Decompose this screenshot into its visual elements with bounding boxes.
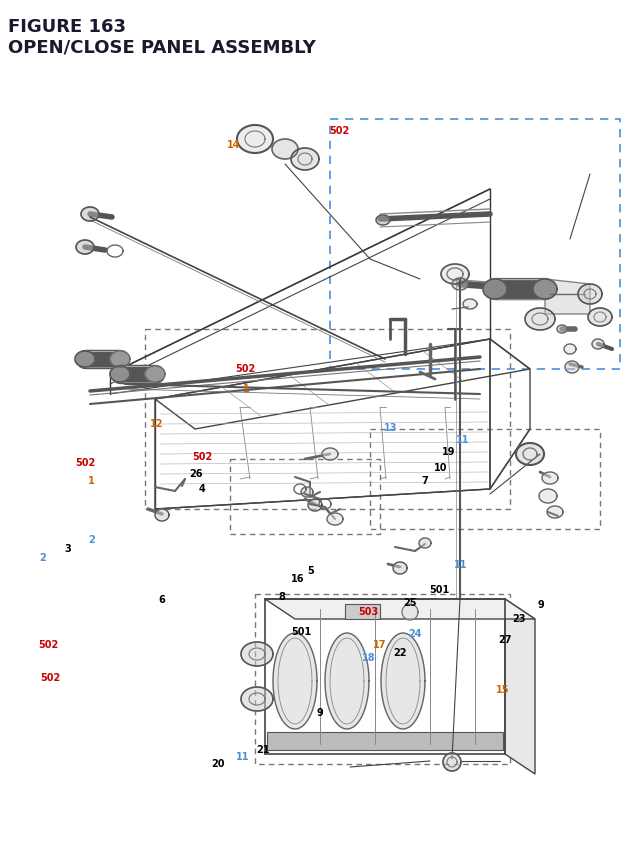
Polygon shape: [557, 325, 567, 333]
Bar: [267, 732, 503, 750]
Text: 23: 23: [512, 613, 525, 623]
Text: 3: 3: [64, 543, 71, 554]
Polygon shape: [327, 513, 343, 525]
Polygon shape: [564, 344, 576, 355]
Text: 1: 1: [243, 383, 250, 393]
Text: 15: 15: [496, 684, 509, 694]
Polygon shape: [273, 634, 317, 729]
Polygon shape: [381, 634, 425, 729]
Polygon shape: [322, 449, 338, 461]
Polygon shape: [545, 280, 590, 314]
Bar: [255, 594, 510, 764]
Text: 10: 10: [434, 462, 447, 473]
Polygon shape: [592, 339, 604, 350]
Polygon shape: [419, 538, 431, 548]
Text: 22: 22: [394, 647, 407, 658]
Polygon shape: [376, 216, 390, 226]
Polygon shape: [533, 280, 557, 300]
Text: 8: 8: [278, 591, 285, 601]
Bar: [345, 604, 380, 619]
Polygon shape: [291, 149, 319, 170]
Text: 503: 503: [358, 606, 379, 616]
Text: 2: 2: [88, 534, 95, 544]
Text: 11: 11: [236, 751, 249, 761]
Bar: [230, 460, 380, 535]
Polygon shape: [588, 308, 612, 326]
Text: 25: 25: [403, 598, 417, 608]
Text: 20: 20: [211, 758, 225, 768]
Text: 26: 26: [189, 468, 202, 479]
Bar: [370, 430, 600, 530]
Text: 9: 9: [538, 599, 545, 610]
Text: 502: 502: [38, 639, 59, 649]
Polygon shape: [308, 499, 322, 511]
Text: 502: 502: [40, 672, 61, 683]
Text: 2: 2: [40, 552, 47, 562]
Text: 501: 501: [429, 584, 449, 594]
Text: 18: 18: [362, 652, 375, 662]
Text: 12: 12: [150, 418, 164, 429]
Polygon shape: [110, 367, 130, 382]
Polygon shape: [155, 510, 169, 522]
Text: 502: 502: [76, 457, 96, 468]
Polygon shape: [443, 753, 461, 771]
Polygon shape: [402, 604, 418, 620]
Polygon shape: [237, 126, 273, 154]
Text: 14: 14: [227, 139, 241, 150]
Polygon shape: [505, 599, 535, 774]
Text: 17: 17: [372, 639, 386, 649]
Text: 1: 1: [88, 475, 95, 486]
Text: 21: 21: [256, 744, 269, 754]
Polygon shape: [301, 487, 313, 498]
Text: OPEN/CLOSE PANEL ASSEMBLY: OPEN/CLOSE PANEL ASSEMBLY: [8, 38, 316, 56]
Polygon shape: [565, 362, 579, 374]
Polygon shape: [578, 285, 602, 305]
Polygon shape: [241, 642, 273, 666]
Text: 501: 501: [291, 626, 312, 636]
Polygon shape: [516, 443, 544, 466]
Polygon shape: [525, 308, 555, 331]
Text: 5: 5: [307, 565, 314, 575]
Text: 9: 9: [316, 707, 323, 717]
Polygon shape: [325, 634, 369, 729]
Text: 11: 11: [454, 559, 468, 569]
Polygon shape: [483, 280, 507, 300]
Bar: [330, 120, 620, 369]
Polygon shape: [81, 208, 99, 222]
Polygon shape: [463, 300, 477, 310]
Polygon shape: [452, 279, 468, 291]
Polygon shape: [110, 351, 130, 368]
Polygon shape: [393, 562, 407, 574]
Polygon shape: [542, 473, 558, 485]
Text: 27: 27: [498, 634, 511, 644]
Text: 19: 19: [442, 446, 455, 456]
Text: 502: 502: [236, 363, 256, 374]
Text: 6: 6: [159, 594, 166, 604]
Text: 7: 7: [421, 475, 428, 486]
Polygon shape: [76, 241, 94, 255]
Text: 24: 24: [408, 628, 422, 638]
Polygon shape: [539, 489, 557, 504]
Polygon shape: [145, 367, 165, 382]
Polygon shape: [241, 687, 273, 711]
Polygon shape: [75, 351, 95, 368]
Text: 16: 16: [291, 573, 305, 584]
Polygon shape: [272, 139, 298, 160]
Text: 4: 4: [198, 483, 205, 493]
Bar: [145, 330, 510, 510]
Text: FIGURE 163: FIGURE 163: [8, 18, 126, 36]
Text: 13: 13: [384, 423, 397, 433]
Polygon shape: [547, 506, 563, 518]
Text: 502: 502: [192, 451, 212, 461]
Polygon shape: [265, 599, 535, 619]
Text: 502: 502: [330, 126, 350, 136]
Text: 11: 11: [456, 434, 469, 444]
Polygon shape: [441, 264, 469, 285]
